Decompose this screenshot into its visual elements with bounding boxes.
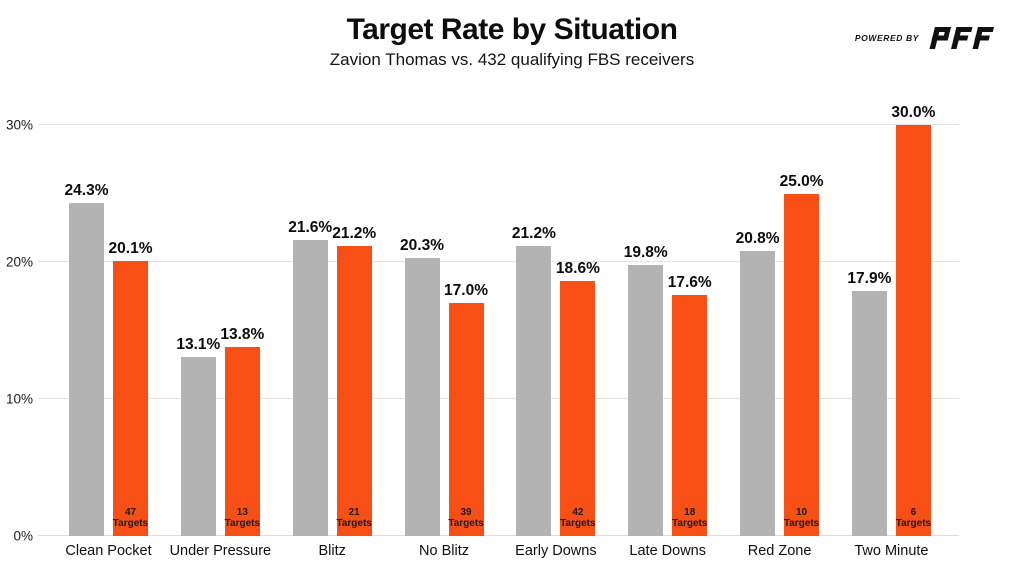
bar-value-label: 21.2% (332, 224, 377, 242)
bar-group: 13.1% 13.8% 13 Targets Under Pressure (170, 125, 272, 559)
bar-groups: 24.3% 20.1% 47 Targets Clean Pocket 13.1% 13.8… (38, 104, 959, 560)
bar-value-label: 13.1% (176, 335, 221, 353)
chart-title: Target Rate by Situation (346, 13, 678, 46)
powered-by-label: POWERED BY (854, 33, 919, 43)
bar-orange: 17.0% 39 Targets (444, 282, 488, 536)
bar-group: 20.8% 25.0% 10 Targets Red Zone (736, 125, 824, 560)
category-label: Late Downs (629, 543, 707, 559)
bar-value-label: 24.3% (64, 182, 109, 200)
gridline (38, 398, 959, 400)
bar-value-label: 25.0% (779, 172, 824, 190)
bar-value-label: 18.6% (555, 260, 600, 278)
y-tick-label: 30% (5, 117, 33, 133)
bar-orange: 30.0% 6 Targets (891, 104, 935, 536)
chart-subtitle: Zavion Thomas vs. 432 qualifying FBS rec… (329, 50, 695, 69)
category-label: No Blitz (419, 543, 470, 559)
bar-value-label: 20.8% (735, 230, 780, 248)
targets-annotation: 42 Targets (560, 507, 596, 529)
bar-value-label: 21.2% (511, 224, 556, 242)
bar-value-label: 30.0% (891, 104, 936, 121)
bar-value-label: 20.1% (108, 239, 153, 257)
targets-annotation: 39 Targets (448, 507, 484, 529)
bar-orange: 13.8% 13 Targets (220, 326, 264, 536)
targets-annotation: 18 Targets (672, 507, 708, 529)
bar-value-label: 21.6% (288, 219, 333, 237)
targets-annotation: 10 Targets (783, 507, 820, 529)
bar-value-label: 13.8% (220, 325, 265, 343)
bar-value-label: 19.8% (623, 243, 668, 261)
category-label: Blitz (318, 543, 346, 559)
bar-value-label: 20.3% (400, 236, 445, 254)
bar-value-label: 17.0% (444, 282, 489, 300)
y-tick-label: 10% (5, 391, 33, 407)
bar-gray: 20.3% (400, 237, 444, 536)
bar-gray: 19.8% (624, 244, 668, 536)
bar-group: 17.9% 30.0% 6 Targets Two Minute (847, 104, 935, 559)
targets-annotation: 13 Targets (224, 507, 261, 529)
bar-group: 21.6% 21.2% 21 Targets Blitz (288, 125, 376, 559)
bar-group: 21.2% 18.6% 42 Targets Early Downs (512, 125, 600, 559)
pff-brand-lockup: POWERED BY (855, 26, 1000, 50)
bar-orange: 21.2% 21 Targets (332, 225, 376, 536)
bar-orange: 20.1% 47 Targets (109, 240, 152, 536)
bar-gray: 21.6% (288, 219, 332, 536)
category-label: Two Minute (854, 543, 929, 559)
targets-annotation: 21 Targets (336, 507, 372, 529)
category-label: Under Pressure (169, 543, 272, 559)
bar-gray: 17.9% (847, 270, 891, 536)
y-tick-label: 20% (5, 254, 33, 270)
gridline (38, 535, 959, 536)
plot-area: 0% 10% 20% 30% 24.3% 20.1% 47 Targets Clean Pock… (6, 104, 959, 560)
category-label: Red Zone (747, 543, 812, 559)
pff-logo-icon (929, 27, 994, 49)
bar-group: 20.3% 17.0% 39 Targets No Blitz (400, 125, 488, 559)
bar-gray: 21.2% (512, 225, 556, 536)
gridline (38, 124, 959, 125)
bar-gray: 24.3% (65, 182, 108, 536)
bar-value-label: 17.6% (667, 273, 712, 291)
category-label: Early Downs (515, 543, 597, 559)
gridline (38, 261, 959, 263)
bar-orange: 25.0% 10 Targets (780, 173, 824, 536)
bar-group: 19.8% 17.6% 18 Targets Late Downs (624, 125, 712, 559)
bar-orange: 17.6% 18 Targets (668, 274, 712, 536)
bar-gray: 20.8% (736, 230, 780, 536)
category-label: Clean Pocket (65, 543, 152, 559)
targets-annotation: 6 Targets (895, 507, 932, 529)
bar-value-label: 17.9% (847, 269, 892, 287)
y-tick-label: 0% (13, 528, 33, 544)
bar-gray: 13.1% (176, 336, 220, 536)
bar-group: 24.3% 20.1% 47 Targets Clean Pocket (65, 125, 153, 559)
targets-annotation: 47 Targets (112, 507, 149, 529)
bar-orange: 18.6% 42 Targets (556, 260, 600, 536)
